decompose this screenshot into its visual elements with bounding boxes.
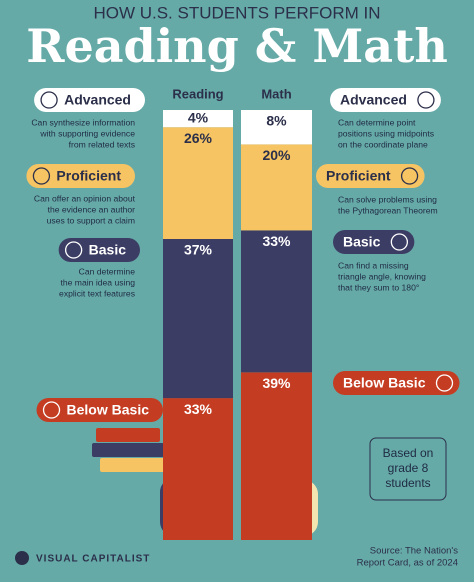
book xyxy=(92,443,164,457)
badge: Advanced xyxy=(330,88,441,112)
brand: VISUAL CAPITALIST xyxy=(36,554,150,565)
description-line: positions using midpoints xyxy=(338,128,434,138)
brand-logo xyxy=(15,551,29,565)
book xyxy=(100,458,166,472)
description-line: on the coordinate plane xyxy=(338,139,428,149)
badge: Proficient xyxy=(26,164,135,188)
badge-bg xyxy=(34,88,145,112)
category-label: Math xyxy=(261,86,291,101)
badge-bg xyxy=(333,371,460,395)
description-line: the main idea using xyxy=(60,277,135,287)
bar-segment xyxy=(163,239,233,399)
badge-bg xyxy=(316,164,425,188)
kicker: HOW U.S. STUDENTS PERFORM IN xyxy=(93,3,380,22)
badge: Basic xyxy=(58,238,140,262)
value-label: 39% xyxy=(262,375,291,391)
description-line: Can determine xyxy=(79,266,136,276)
description-line: Can determine point xyxy=(338,117,416,127)
value-label: 33% xyxy=(262,233,291,249)
bar-segment xyxy=(163,110,233,128)
badge-label: Proficient xyxy=(326,168,391,184)
badge-label: Proficient xyxy=(56,168,121,184)
bar-segment xyxy=(241,144,312,231)
value-label: 20% xyxy=(262,147,291,163)
badge-icon xyxy=(417,91,435,109)
badge-icon xyxy=(400,167,419,185)
description-line: from related texts xyxy=(69,139,135,149)
description-line: the evidence an author xyxy=(48,204,136,214)
value-label: 26% xyxy=(184,130,213,146)
description-line: explicit text features xyxy=(59,288,135,298)
bar-segment xyxy=(241,230,312,373)
source: Source: The Nation's xyxy=(370,546,458,557)
badge-label: Basic xyxy=(89,242,127,258)
bar-segment xyxy=(241,372,312,540)
value-label: 37% xyxy=(184,242,213,258)
description-line: Can synthesize information xyxy=(31,117,135,127)
category-label: Reading xyxy=(172,86,223,101)
description-line: that they sum to 180° xyxy=(338,282,419,292)
badge-bg xyxy=(26,164,135,188)
description-line: Can find a missing xyxy=(338,260,409,270)
bar-segment xyxy=(163,398,233,540)
badge-icon xyxy=(435,374,454,392)
badge: Advanced xyxy=(34,88,145,112)
value-label: 4% xyxy=(188,109,209,125)
bar-segment xyxy=(163,127,233,239)
description-line: with supporting evidence xyxy=(39,128,135,138)
badge-icon xyxy=(64,241,83,259)
description-line: the Pythagorean Theorem xyxy=(338,205,438,215)
badge-label: Basic xyxy=(343,234,381,250)
note-frame xyxy=(369,437,447,501)
badge-label: Advanced xyxy=(340,92,407,108)
note-line: students xyxy=(385,476,430,490)
bar-segment xyxy=(241,110,312,145)
badge: Proficient xyxy=(316,164,425,188)
note-line: Based on xyxy=(383,446,434,460)
description-line: triangle angle, knowing xyxy=(338,271,426,281)
badge-icon xyxy=(40,91,58,109)
badge-bg xyxy=(330,88,441,112)
badge-icon xyxy=(390,233,409,251)
badge-label: Advanced xyxy=(64,92,131,108)
badge-icon xyxy=(32,167,51,185)
note-line: grade 8 xyxy=(388,461,429,475)
badge: Basic xyxy=(333,230,415,254)
badge: Below Basic xyxy=(333,371,460,395)
book xyxy=(96,428,160,442)
value-label: 33% xyxy=(184,401,213,417)
description-line: uses to support a claim xyxy=(47,215,135,225)
badge-icon xyxy=(42,401,61,419)
source: Report Card, as of 2024 xyxy=(357,558,458,569)
value-label: 8% xyxy=(266,113,287,129)
badge-label: Below Basic xyxy=(67,402,150,418)
badge: Below Basic xyxy=(36,398,163,422)
title: Reading & Math xyxy=(26,19,448,73)
note-box: Based on grade 8 students xyxy=(369,437,447,501)
badge-label: Below Basic xyxy=(343,375,426,391)
description-line: Can offer an opinion about xyxy=(34,193,136,203)
description-line: Can solve problems using xyxy=(338,194,437,204)
badge-bg xyxy=(36,398,163,422)
